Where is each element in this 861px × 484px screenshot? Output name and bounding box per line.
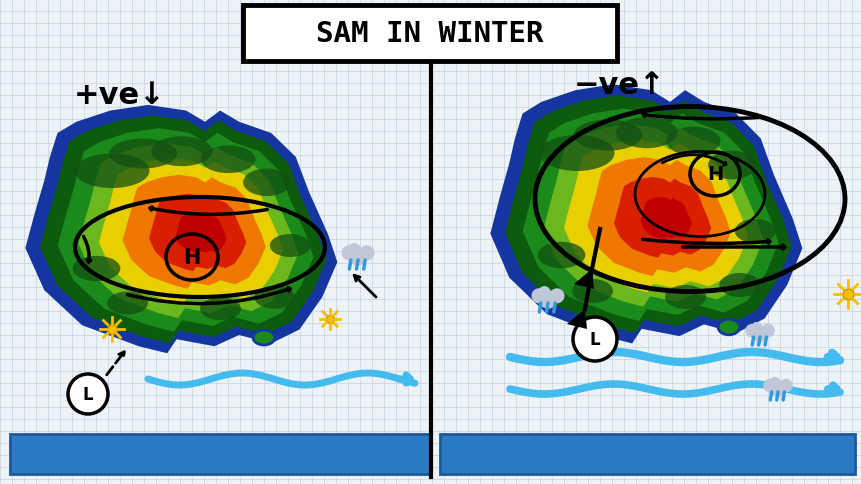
Ellipse shape bbox=[151, 137, 212, 167]
Ellipse shape bbox=[201, 146, 255, 174]
Circle shape bbox=[531, 289, 545, 303]
Ellipse shape bbox=[572, 279, 612, 303]
Ellipse shape bbox=[537, 242, 585, 269]
Ellipse shape bbox=[200, 298, 241, 320]
Circle shape bbox=[539, 291, 556, 308]
Ellipse shape bbox=[717, 319, 739, 335]
Circle shape bbox=[752, 326, 767, 342]
Polygon shape bbox=[99, 158, 282, 305]
Ellipse shape bbox=[665, 286, 705, 309]
Circle shape bbox=[779, 380, 791, 392]
Polygon shape bbox=[567, 309, 586, 329]
Circle shape bbox=[573, 318, 616, 361]
Text: SAM IN WINTER: SAM IN WINTER bbox=[316, 20, 543, 48]
Text: H: H bbox=[183, 247, 201, 268]
Polygon shape bbox=[505, 96, 790, 333]
Polygon shape bbox=[563, 140, 747, 293]
Polygon shape bbox=[587, 158, 730, 276]
Circle shape bbox=[763, 380, 775, 392]
Ellipse shape bbox=[107, 292, 148, 315]
Circle shape bbox=[68, 374, 108, 414]
Polygon shape bbox=[10, 434, 430, 474]
Text: H: H bbox=[706, 165, 722, 184]
Ellipse shape bbox=[74, 154, 149, 189]
Polygon shape bbox=[439, 434, 854, 474]
Polygon shape bbox=[40, 116, 326, 344]
Ellipse shape bbox=[616, 118, 677, 149]
Polygon shape bbox=[78, 144, 298, 318]
Circle shape bbox=[360, 246, 374, 260]
Polygon shape bbox=[573, 270, 593, 289]
Polygon shape bbox=[122, 175, 265, 289]
Polygon shape bbox=[490, 85, 802, 344]
Ellipse shape bbox=[108, 139, 177, 169]
Ellipse shape bbox=[269, 235, 310, 257]
Polygon shape bbox=[522, 109, 777, 321]
Text: L: L bbox=[589, 330, 599, 348]
Polygon shape bbox=[542, 125, 763, 307]
Text: +ve↓: +ve↓ bbox=[74, 80, 165, 109]
Circle shape bbox=[349, 244, 359, 255]
Ellipse shape bbox=[573, 120, 641, 151]
Text: −ve↑: −ve↑ bbox=[573, 70, 665, 99]
Circle shape bbox=[349, 248, 366, 266]
Circle shape bbox=[769, 378, 778, 387]
Ellipse shape bbox=[254, 286, 294, 309]
Polygon shape bbox=[176, 213, 226, 254]
Ellipse shape bbox=[539, 136, 614, 172]
Ellipse shape bbox=[72, 257, 121, 282]
Circle shape bbox=[538, 287, 549, 298]
Ellipse shape bbox=[253, 331, 275, 345]
Polygon shape bbox=[613, 178, 710, 258]
Text: L: L bbox=[83, 385, 93, 403]
Polygon shape bbox=[58, 129, 313, 332]
Circle shape bbox=[751, 323, 761, 333]
Circle shape bbox=[549, 289, 563, 303]
Ellipse shape bbox=[718, 273, 759, 297]
FancyBboxPatch shape bbox=[243, 6, 616, 62]
Circle shape bbox=[342, 246, 356, 260]
Ellipse shape bbox=[734, 220, 775, 243]
Circle shape bbox=[745, 325, 757, 337]
Circle shape bbox=[770, 381, 784, 397]
Ellipse shape bbox=[243, 169, 290, 197]
Polygon shape bbox=[25, 106, 337, 353]
Ellipse shape bbox=[707, 151, 755, 180]
Ellipse shape bbox=[666, 127, 720, 156]
Circle shape bbox=[761, 325, 773, 337]
Polygon shape bbox=[640, 197, 691, 240]
Polygon shape bbox=[149, 195, 246, 272]
